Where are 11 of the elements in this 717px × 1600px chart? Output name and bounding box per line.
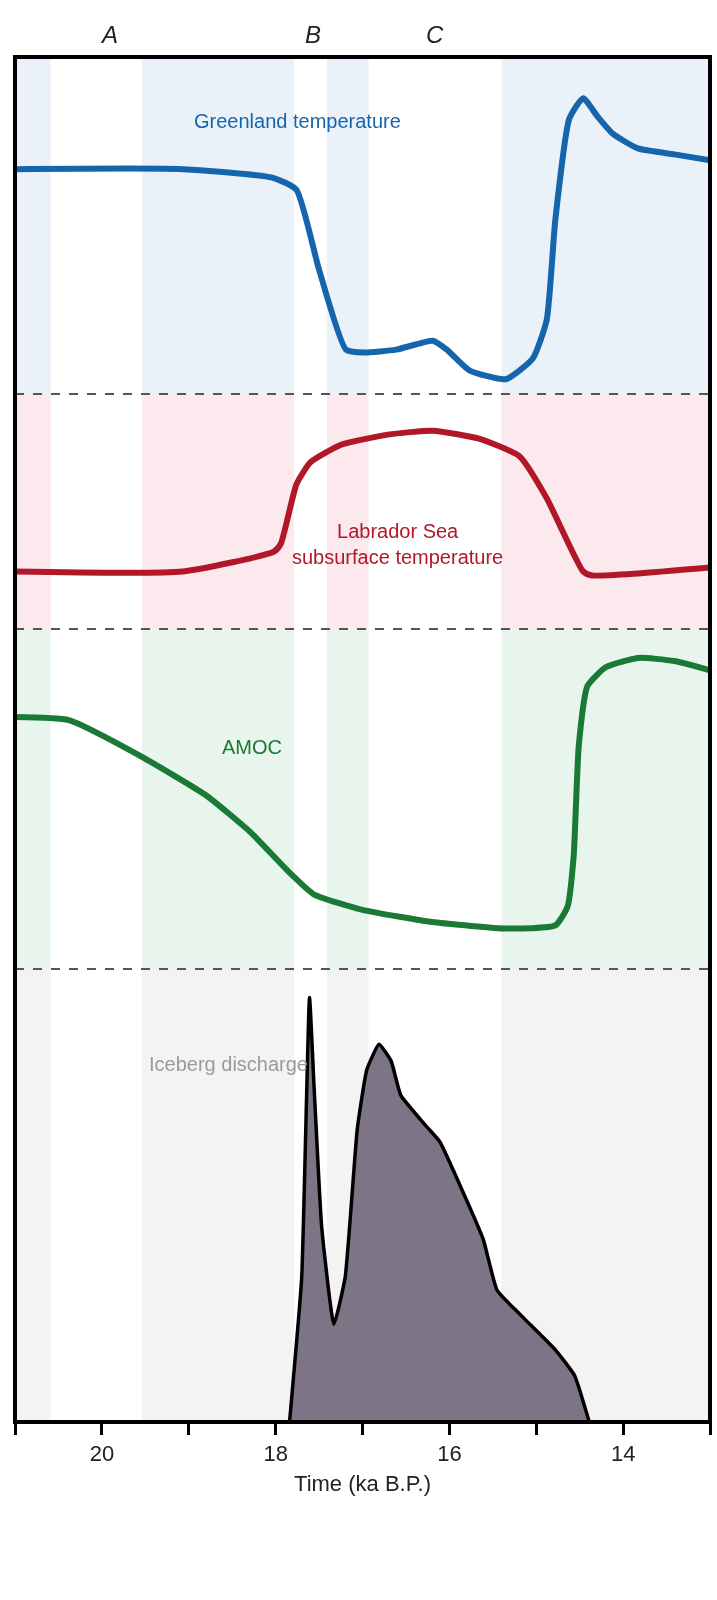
text: A [100,21,119,48]
series-label: Labrador Sea subsurface temperature [292,520,504,568]
series-label: Greenland temperature [194,110,401,132]
x-axis-title: Time (ka B.P.) [294,1471,431,1497]
series-label: AMOC [222,736,282,758]
x-tick-label: 20 [89,1441,115,1467]
x-tick-label: 18 [263,1441,288,1467]
x-tick-label: 14 [610,1441,636,1467]
text: C [426,21,444,48]
text: B [305,21,322,48]
x-tick-label: 16 [437,1441,462,1467]
